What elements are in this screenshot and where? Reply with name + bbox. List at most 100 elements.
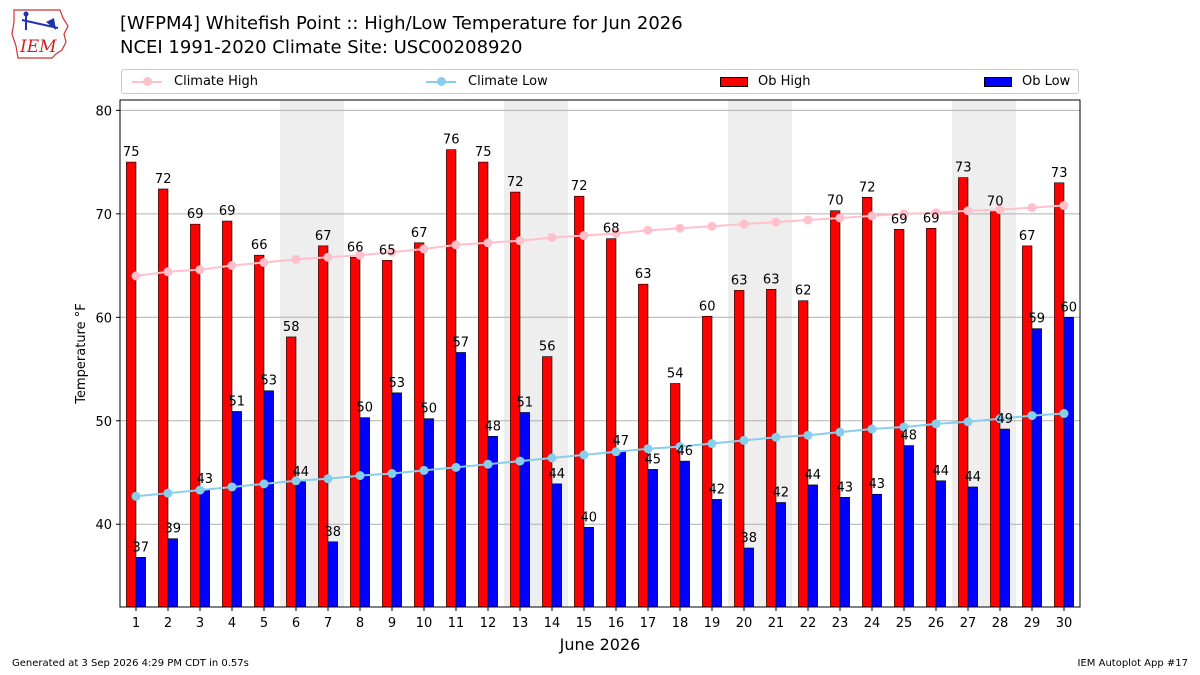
ob-high-label: 72 [571,179,588,194]
x-tick-label: 13 [512,616,529,631]
x-tick-label: 15 [576,616,593,631]
climate-low-point [1027,411,1037,421]
x-tick-label: 9 [388,616,396,631]
climate-high-point [1027,203,1037,213]
climate-high-point [323,252,333,262]
x-tick-label: 28 [992,616,1009,631]
ob-high-label: 56 [539,340,556,355]
climate-low-point [483,459,493,469]
ob-low-label: 48 [485,419,502,434]
ob-low-label: 44 [805,468,822,483]
ob-high-bar [158,188,169,608]
x-tick-label: 2 [164,616,172,631]
ob-high-label: 63 [635,267,652,282]
ob-low-label: 50 [357,401,374,416]
ob-low-bar [935,480,946,608]
ob-low-bar [1031,328,1042,608]
x-tick-label: 17 [640,616,657,631]
ob-high-label: 72 [859,180,876,195]
ob-low-bar [967,486,978,608]
x-tick-label: 6 [292,616,300,631]
x-tick-label: 26 [928,616,945,631]
ob-low-label: 39 [165,522,182,537]
ob-low-bar [711,499,722,608]
ob-high-label: 67 [411,226,428,241]
ob-high-label: 63 [763,272,780,287]
ob-low-label: 38 [741,531,758,546]
x-tick-label: 29 [1024,616,1041,631]
climate-low-point [515,456,525,466]
ob-low-label: 42 [773,485,790,500]
ob-high-bar [958,177,969,608]
ob-high-bar [1022,245,1033,608]
climate-low-point [259,479,269,489]
logo-text: IEM [19,37,57,57]
ob-low-bar [583,527,594,608]
y-tick-label: 80 [95,104,112,119]
x-tick-label: 30 [1056,616,1073,631]
ob-low-label: 40 [581,510,598,525]
climate-high-point [579,231,589,241]
legend: Climate High Climate Low Ob High Ob Low [121,69,1079,94]
climate-low-point [163,488,173,498]
climate-high-point [771,217,781,227]
ob-low-label: 45 [645,452,662,467]
ob-low-bar [839,497,850,608]
x-tick-label: 27 [960,616,977,631]
ob-low-label: 48 [901,429,918,444]
climate-low-point [227,482,237,492]
ob-low-bar [999,428,1010,608]
ob-high-label: 66 [251,238,268,253]
ob-high-bar [574,195,585,608]
ob-high-bar [734,290,745,608]
ob-low-label: 44 [549,467,566,482]
ob-low-label: 51 [517,395,534,410]
ob-low-bar [391,392,402,608]
ob-high-bar [990,211,1001,608]
ob-high-bar [1054,182,1065,608]
climate-low-point [419,465,429,475]
ob-high-label: 60 [699,299,716,314]
ob-low-label: 46 [677,444,694,459]
ob-high-label: 72 [507,175,524,190]
climate-high-point [163,267,173,277]
ob-low-bar [1063,316,1074,608]
x-tick-label: 14 [544,616,561,631]
ob-low-label: 44 [965,470,982,485]
x-tick-label: 8 [356,616,364,631]
climate-high-point [931,208,941,218]
x-tick-label: 25 [896,616,913,631]
climate-low-point [611,447,621,457]
ob-high-bar [318,245,329,608]
ob-high-label: 58 [283,320,300,335]
ob-high-label: 63 [731,273,748,288]
y-tick-label: 40 [95,518,112,533]
legend-label: Ob Low [1022,74,1071,89]
ob-high-bar [894,229,905,608]
ob-low-bar [903,445,914,608]
ob-low-bar [295,481,306,608]
ob-high-bar [222,220,233,608]
ob-high-label: 65 [379,243,396,258]
climate-high-point [707,221,717,231]
iem-logo: IEM [11,9,69,59]
ob-low-label: 53 [389,376,406,391]
climate-high-point [1059,201,1069,211]
ob-high-label: 62 [795,284,812,299]
climate-high-point [483,238,493,248]
ob-low-bar [359,417,370,608]
climate-low-point [323,474,333,484]
climate-high-point [547,233,557,243]
climate-high-point [355,250,365,260]
climate-high-point [227,261,237,271]
ob-high-bar [254,254,265,608]
chart-subtitle: NCEI 1991-2020 Climate Site: USC00208920 [120,37,523,58]
ob-low-label: 57 [453,335,470,350]
x-tick-label: 20 [736,616,753,631]
climate-high-point [291,254,301,264]
ob-low-label: 53 [261,374,278,389]
ob-low-label: 43 [837,480,854,495]
ob-low-label: 47 [613,434,630,449]
climate-high-point [803,215,813,225]
